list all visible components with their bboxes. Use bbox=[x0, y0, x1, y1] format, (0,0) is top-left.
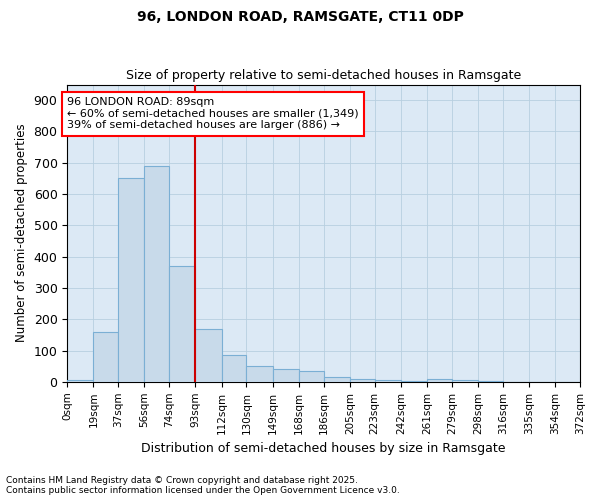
Bar bbox=[118, 178, 145, 382]
Text: Contains HM Land Registry data © Crown copyright and database right 2025.
Contai: Contains HM Land Registry data © Crown c… bbox=[6, 476, 400, 495]
Bar bbox=[401, 381, 427, 382]
Bar bbox=[145, 166, 169, 382]
Bar bbox=[67, 380, 94, 382]
Bar bbox=[169, 266, 196, 382]
Text: 96 LONDON ROAD: 89sqm
← 60% of semi-detached houses are smaller (1,349)
39% of s: 96 LONDON ROAD: 89sqm ← 60% of semi-deta… bbox=[67, 97, 359, 130]
Bar bbox=[452, 380, 478, 382]
Title: Size of property relative to semi-detached houses in Ramsgate: Size of property relative to semi-detach… bbox=[126, 69, 521, 82]
Bar bbox=[427, 378, 452, 382]
Bar bbox=[272, 370, 299, 382]
Bar bbox=[323, 377, 350, 382]
Bar bbox=[374, 380, 401, 382]
Bar bbox=[94, 332, 118, 382]
Text: 96, LONDON ROAD, RAMSGATE, CT11 0DP: 96, LONDON ROAD, RAMSGATE, CT11 0DP bbox=[137, 10, 463, 24]
Bar bbox=[350, 378, 374, 382]
Bar bbox=[196, 328, 221, 382]
Y-axis label: Number of semi-detached properties: Number of semi-detached properties bbox=[15, 124, 28, 342]
Bar bbox=[299, 371, 323, 382]
Bar bbox=[247, 366, 272, 382]
Bar bbox=[221, 355, 247, 382]
X-axis label: Distribution of semi-detached houses by size in Ramsgate: Distribution of semi-detached houses by … bbox=[142, 442, 506, 455]
Bar bbox=[478, 381, 503, 382]
